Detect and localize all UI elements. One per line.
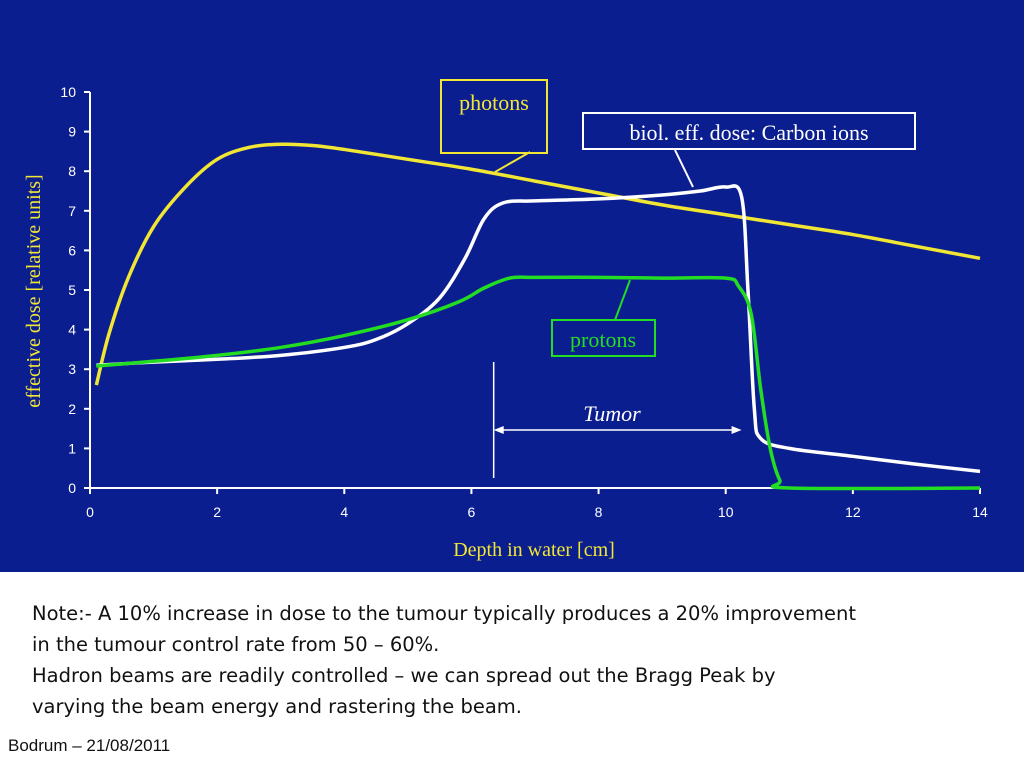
- photons-callout-leader: [494, 151, 531, 173]
- x-tick-label: 6: [468, 504, 476, 520]
- y-tick-label: 0: [68, 480, 76, 496]
- y-tick-label: 8: [68, 163, 76, 179]
- carbon-callout: biol. eff. dose: Carbon ions: [582, 112, 916, 188]
- note-line-1: Note:- A 10% increase in dose to the tum…: [32, 602, 857, 625]
- chart-panel: 0 2 4 6 8 10 12 14 0 1 2 3 4 5 6 7 8 9 10 Tumor photons bi…: [0, 0, 1024, 572]
- x-tick-label: 8: [595, 504, 603, 520]
- protons-callout-box: [551, 319, 656, 357]
- x-axis-title: Depth in water [cm]: [453, 539, 615, 561]
- y-tick-label: 2: [68, 401, 76, 417]
- y-tick-label: 4: [68, 322, 76, 338]
- x-tick-label: 4: [340, 504, 348, 520]
- protons-callout-leader: [614, 279, 631, 321]
- carbon-ions-series-line: [96, 184, 981, 474]
- protons-callout-label: protons: [570, 327, 636, 352]
- photons-callout-label: photons: [459, 90, 529, 115]
- note-line-3: Hadron beams are readily controlled – we…: [32, 664, 776, 687]
- y-tick-label: 6: [68, 242, 76, 258]
- photons-series-line: [94, 142, 981, 386]
- photons-callout: photons: [440, 79, 548, 173]
- x-tick-label: 2: [213, 504, 221, 520]
- tumor-arrow-left-head: [493, 426, 504, 434]
- y-tick-label: 10: [60, 84, 76, 100]
- note-line-4: varying the beam energy and rastering th…: [32, 695, 523, 718]
- tumor-marker: Tumor: [492, 362, 742, 478]
- photons-callout-box: [440, 79, 548, 154]
- y-tick-label: 7: [68, 203, 76, 219]
- notes-block: Note:- A 10% increase in dose to the tum…: [32, 598, 1022, 722]
- carbon-callout-label: biol. eff. dose: Carbon ions: [629, 120, 868, 145]
- note-line-2: in the tumour control rate from 50 – 60%…: [32, 633, 440, 656]
- x-tick-label: 14: [972, 504, 988, 520]
- y-tick-label: 9: [68, 124, 76, 140]
- y-tick-label: 5: [68, 282, 76, 298]
- axes: [89, 92, 980, 489]
- y-axis-title: effective dose [relative units]: [23, 174, 45, 407]
- y-tick-label: 3: [68, 361, 76, 377]
- tumor-arrow-right-head: [731, 426, 742, 434]
- x-tick-label: 10: [718, 504, 734, 520]
- tumor-label: Tumor: [583, 401, 641, 426]
- carbon-callout-box: [582, 112, 916, 150]
- x-tick-label: 12: [845, 504, 861, 520]
- footer-text: Bodrum – 21/08/2011: [8, 736, 171, 755]
- protons-callout: protons: [551, 279, 656, 357]
- x-tick-label: 0: [86, 504, 94, 520]
- series: [94, 142, 981, 491]
- carbon-callout-leader: [674, 149, 694, 188]
- protons-series-line: [96, 275, 981, 491]
- y-tick-label: 1: [68, 440, 76, 456]
